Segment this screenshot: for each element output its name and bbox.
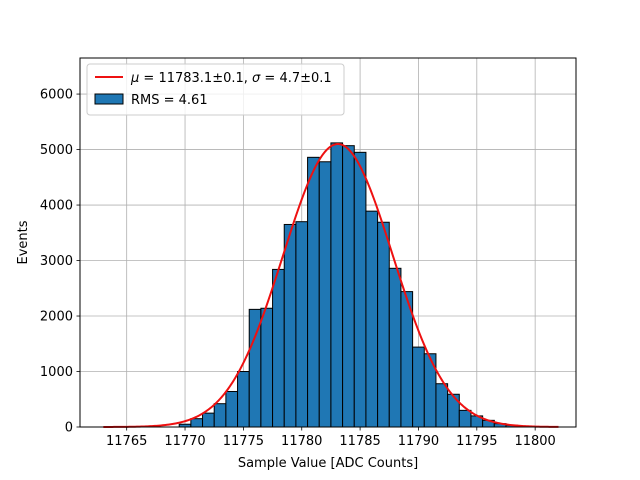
y-tick-label: 0 xyxy=(65,421,73,436)
histogram-bar xyxy=(330,142,344,428)
histogram-bar xyxy=(318,161,332,428)
histogram-bar xyxy=(213,403,227,428)
legend-mu-symbol: μ xyxy=(130,71,139,86)
histogram-bar xyxy=(307,156,320,428)
plot-frame xyxy=(79,57,577,428)
x-tick-label: 11770 xyxy=(164,434,205,449)
histogram-bar xyxy=(447,393,460,428)
y-axis-label: Events xyxy=(16,220,31,264)
histogram-bar xyxy=(342,145,355,428)
histogram-bar xyxy=(353,151,367,428)
histogram-bar xyxy=(260,307,274,428)
y-tick-label: 4000 xyxy=(40,199,73,214)
histogram-bar xyxy=(435,383,449,428)
histogram-bar xyxy=(365,210,379,428)
histogram-bar xyxy=(377,221,390,428)
y-axis-ticks: 0 1000 2000 3000 4000 5000 6000 xyxy=(40,88,80,436)
legend-sigma-text: = 4.7±0.1 xyxy=(260,71,331,86)
histogram-bar xyxy=(458,409,472,428)
histogram-bar xyxy=(272,268,285,428)
y-tick-label: 1000 xyxy=(40,365,73,380)
y-tick-label: 6000 xyxy=(40,88,73,103)
histogram-bar xyxy=(190,418,204,428)
legend-box xyxy=(86,63,345,116)
x-tick-label: 11800 xyxy=(514,434,555,449)
x-tick-label: 11780 xyxy=(281,434,322,449)
x-tick-label: 11790 xyxy=(398,434,439,449)
histogram-bar xyxy=(237,371,250,428)
legend-fit-label: μ = 11783.1±0.1, σ = 4.7±0.1 xyxy=(130,71,332,86)
legend-hist-swatch xyxy=(94,93,124,105)
histogram-bar xyxy=(225,390,239,428)
histogram-bar xyxy=(412,346,425,428)
y-tick-label: 3000 xyxy=(40,254,73,269)
gaussian-fit-curve xyxy=(103,143,559,428)
legend-mu-text: = 11783.1±0.1, xyxy=(139,71,252,86)
legend-sigma-symbol: σ xyxy=(252,71,261,86)
x-tick-label: 11775 xyxy=(223,434,264,449)
x-axis-label: Sample Value [ADC Counts] xyxy=(238,456,418,471)
y-tick-label: 2000 xyxy=(40,310,73,325)
y-tick-label: 5000 xyxy=(40,143,73,158)
legend: μ = 11783.1±0.1, σ = 4.7±0.1 RMS = 4.61 xyxy=(86,63,345,116)
histogram-bar xyxy=(283,223,297,428)
x-tick-label: 11785 xyxy=(339,434,380,449)
legend-hist-label: RMS = 4.61 xyxy=(131,93,208,108)
histogram-bar xyxy=(388,267,402,428)
histogram-bar xyxy=(295,221,309,428)
x-axis-ticks: 11765 11770 11775 11780 11785 11790 11795 11800 xyxy=(106,427,556,449)
histogram-bar xyxy=(202,412,215,428)
x-tick-label: 11765 xyxy=(106,434,147,449)
x-tick-label: 11795 xyxy=(456,434,497,449)
